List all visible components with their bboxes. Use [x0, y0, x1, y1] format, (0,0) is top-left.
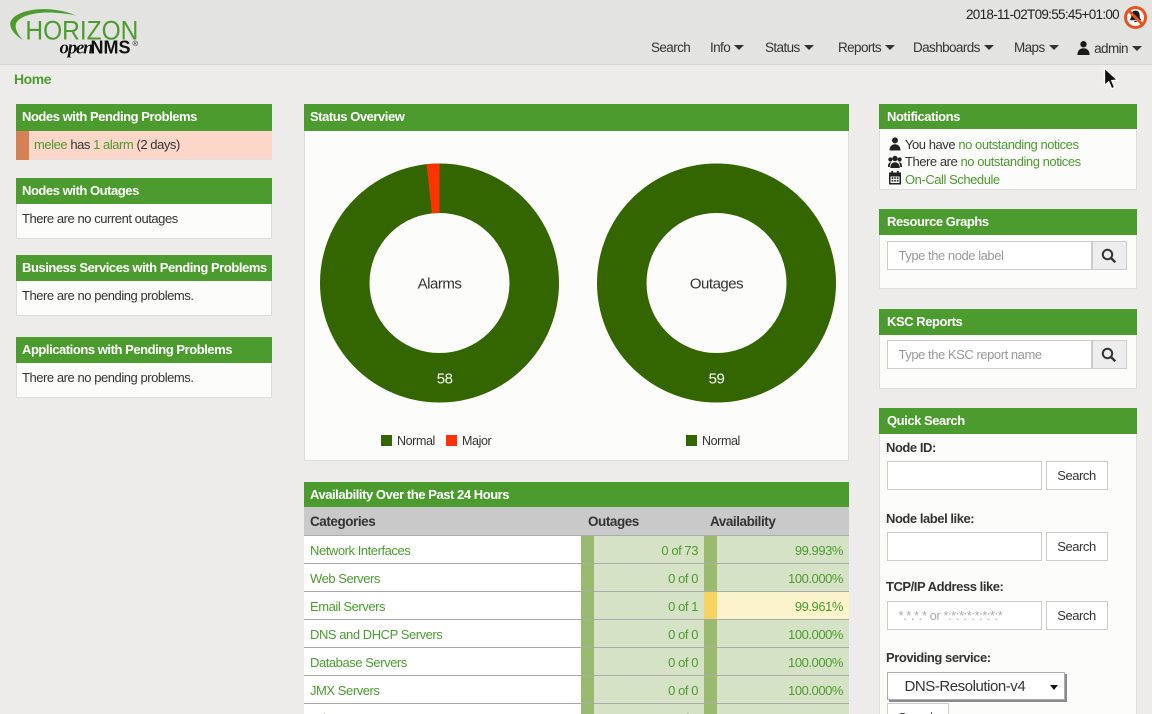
svg-text:58: 58 [437, 370, 453, 387]
svg-text:®: ® [133, 39, 139, 48]
svg-text:Normal: Normal [397, 434, 435, 448]
svg-text:NMS: NMS [91, 38, 131, 58]
svg-text:Normal: Normal [702, 434, 740, 448]
svg-text:Outages: Outages [690, 276, 743, 293]
svg-text:Major: Major [462, 434, 491, 448]
svg-text:Alarms: Alarms [418, 276, 462, 293]
svg-text:HORIZON: HORIZON [25, 16, 138, 45]
svg-text:open: open [60, 38, 94, 59]
svg-text:59: 59 [709, 370, 725, 387]
